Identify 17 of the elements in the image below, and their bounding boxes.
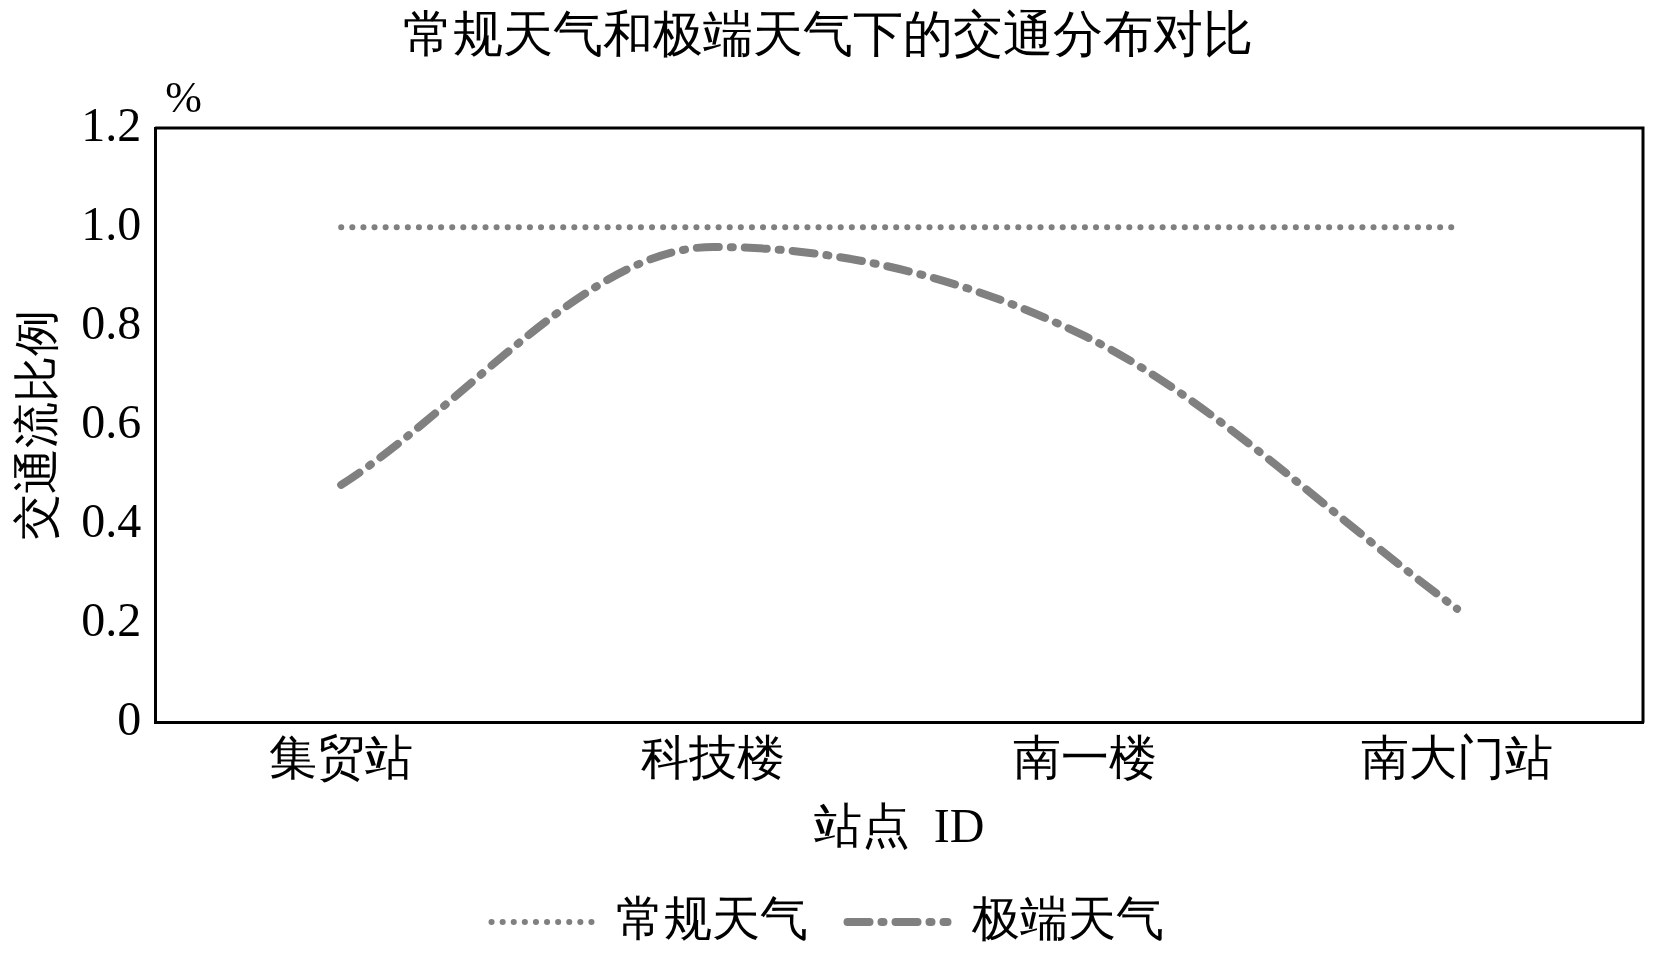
x-tick-label: 集贸站: [269, 731, 414, 785]
x-tick-label: 南一楼: [1013, 731, 1158, 785]
y-tick-label: 0: [117, 692, 142, 746]
x-axis-title: 站点 ID: [813, 798, 985, 852]
text: %: [165, 72, 202, 122]
legend-label: 极端天气: [970, 891, 1164, 945]
y-tick-label: 1.2: [81, 97, 142, 151]
x-tick-label: 科技楼: [641, 731, 786, 785]
chart-title: 常规天气和极端天气下的交通分布对比: [402, 6, 1253, 63]
y-tick-label: 0.6: [81, 395, 142, 449]
y-tick-label: 0.8: [81, 295, 142, 349]
y-tick-label: 0.2: [81, 593, 142, 647]
y-axis-title: 交通流比例: [10, 310, 62, 541]
x-tick-label: 南大门站: [1361, 731, 1554, 785]
y-tick-label: 1.0: [81, 196, 142, 250]
legend-label: 常规天气: [615, 891, 808, 945]
y-tick-label: 0.4: [81, 494, 142, 548]
